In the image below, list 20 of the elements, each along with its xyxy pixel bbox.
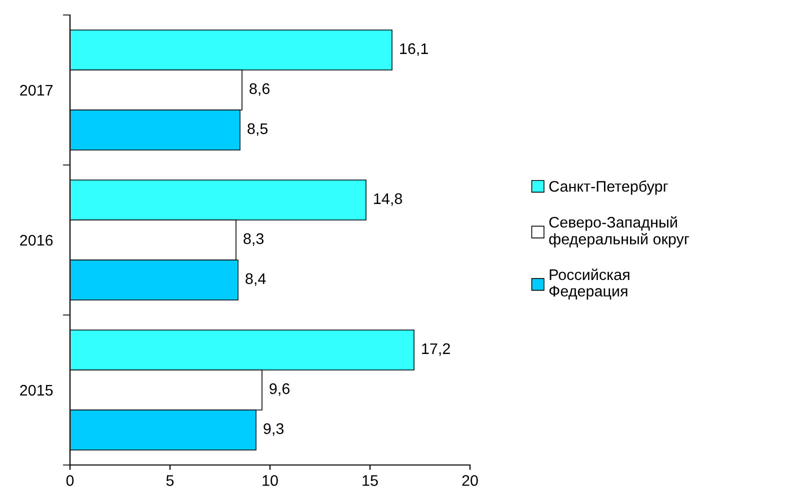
x-tick-label: 0 [66, 475, 74, 486]
data-label: 8,3 [244, 233, 264, 246]
data-label: 8,6 [250, 83, 270, 96]
x-tick-label: 15 [362, 475, 378, 486]
data-label: 9,3 [264, 423, 284, 436]
data-label: 14,8 [374, 193, 402, 206]
legend-label: Северо-Западный федеральный округ [549, 216, 690, 248]
x-tick-label: 10 [262, 475, 278, 486]
data-label: 9,6 [270, 383, 290, 396]
x-tick-label: 5 [166, 475, 174, 486]
data-label: 16,1 [400, 43, 428, 56]
y-tick-label: 2016 [20, 234, 53, 246]
x-tick-label: 20 [462, 475, 478, 486]
data-label: 8,4 [246, 273, 266, 286]
data-label: 17,2 [422, 343, 450, 356]
data-label: 8,5 [248, 123, 268, 136]
legend-label: Санкт-Петербург [549, 180, 668, 195]
legend-label: Российская Федерация [549, 268, 630, 300]
y-tick-label: 2015 [20, 384, 53, 396]
y-tick-label: 2017 [20, 84, 53, 96]
